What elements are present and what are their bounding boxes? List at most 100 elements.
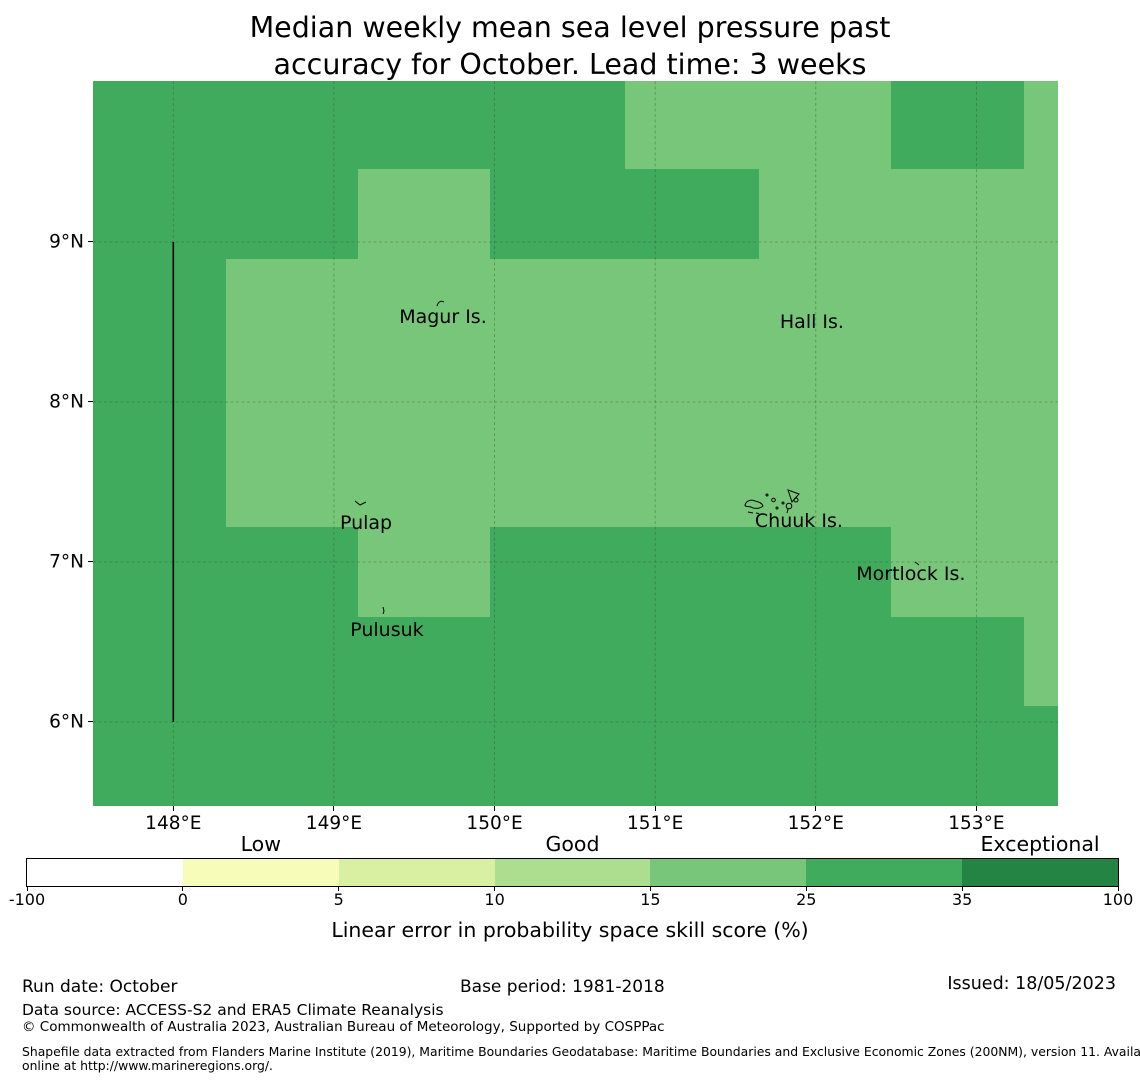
map-cell	[358, 348, 490, 438]
map-cell	[759, 527, 891, 617]
mortlock-island-mark	[914, 561, 920, 566]
colorbar-segment	[962, 859, 1118, 886]
map-cell	[891, 81, 1024, 169]
map-overlay-svg	[93, 81, 1058, 806]
y-tick-mark	[88, 561, 93, 563]
colorbar-tick-label: 10	[484, 890, 505, 909]
chuuk-island-outline	[785, 502, 793, 510]
map-cell	[93, 259, 226, 348]
map-cell	[1024, 169, 1058, 259]
map-cell	[358, 617, 490, 706]
colorbar	[26, 858, 1119, 887]
y-tick-mark	[88, 401, 93, 403]
map-cell	[1024, 527, 1058, 617]
colorbar-tick-mark	[338, 887, 340, 891]
map-cell	[1024, 706, 1058, 806]
colorbar-category-label: Exceptional	[980, 832, 1100, 856]
map-cell	[891, 169, 1024, 259]
map-cell	[490, 617, 625, 706]
y-tick-label: 9°N	[49, 231, 84, 253]
chart-title: Median weekly mean sea level pressure pa…	[0, 9, 1140, 83]
colorbar-segment	[494, 859, 651, 886]
map-cell	[625, 81, 759, 169]
map-cell	[891, 706, 1024, 806]
map-cell	[358, 438, 490, 527]
y-tick-label: 7°N	[49, 551, 84, 573]
graticule-layer	[93, 81, 1058, 806]
chuuk-island-outline	[744, 499, 764, 509]
map-cell	[625, 527, 759, 617]
map-cell	[625, 169, 759, 259]
map-cell	[226, 169, 358, 259]
chart-title-line1: Median weekly mean sea level pressure pa…	[249, 11, 891, 44]
x-tick-label: 153°E	[948, 813, 1005, 834]
colorbar-tick-mark	[1117, 887, 1119, 891]
colorbar-segment	[338, 859, 495, 886]
island-label: Magur Is.	[399, 306, 487, 328]
colorbar-tick-label: 35	[951, 890, 973, 909]
map-cell	[93, 438, 226, 527]
map-cell	[490, 169, 625, 259]
map-cell	[93, 348, 226, 438]
map-cell	[358, 169, 490, 259]
map-cell	[759, 706, 891, 806]
colorbar-segment	[182, 859, 339, 886]
colorbar-segment	[650, 859, 807, 886]
map-cell	[358, 527, 490, 617]
copyright-text: © Commonwealth of Australia 2023, Austra…	[22, 1019, 665, 1035]
map-cell	[759, 348, 891, 438]
colorbar-category-label: Good	[545, 832, 600, 856]
issued-date-text: Issued: 18/05/2023	[947, 974, 1116, 994]
y-tick-label: 8°N	[49, 391, 84, 413]
y-tick-mark	[88, 241, 93, 243]
colorbar-tick-mark	[182, 887, 184, 891]
map-cell	[891, 527, 1024, 617]
map-cell	[625, 617, 759, 706]
x-tick-label: 152°E	[787, 813, 844, 834]
colorbar-tick-mark	[26, 887, 28, 891]
map-cell	[93, 169, 226, 259]
map-cell	[226, 527, 358, 617]
chuuk-island-outline	[787, 489, 800, 503]
map-cell	[490, 438, 625, 527]
colorbar-category-label: Low	[240, 832, 281, 856]
map-cell	[759, 617, 891, 706]
map-cell	[358, 259, 490, 348]
map-cell	[891, 348, 1024, 438]
shapefile-note-line2: online at http://www.marineregions.org/.	[22, 1058, 273, 1073]
map-cell	[891, 617, 1024, 706]
pulap-island-mark	[354, 500, 367, 506]
shapefile-note-line1: Shapefile data extracted from Flanders M…	[22, 1044, 1140, 1059]
colorbar-axis-label: Linear error in probability space skill …	[331, 918, 809, 942]
map-cell	[490, 259, 625, 348]
chuuk-island-outline	[793, 497, 799, 503]
x-tick-mark	[654, 806, 656, 811]
map-cell	[93, 706, 226, 806]
map-cell	[226, 706, 358, 806]
map-cell	[226, 617, 358, 706]
y-tick-label: 6°N	[49, 711, 84, 733]
map-cell	[759, 81, 891, 169]
x-tick-mark	[815, 806, 817, 811]
pulusuk-island-mark	[382, 606, 385, 615]
colorbar-tick-label: 0	[177, 890, 188, 909]
x-tick-mark	[975, 806, 977, 811]
map-cell	[625, 438, 759, 527]
island-label: Hall Is.	[779, 310, 844, 333]
map-cell	[625, 259, 759, 348]
map-plot-area: Magur Is. Hall Is. Pulap Chuuk Is. Pulusuk Mo…	[93, 81, 1058, 806]
colorbar-tick-mark	[649, 887, 651, 891]
data-source-text: Data source: ACCESS-S2 and ERA5 Climate …	[22, 1001, 444, 1019]
x-tick-label: 150°E	[466, 813, 523, 834]
y-tick-mark	[88, 721, 93, 723]
run-date-text: Run date: October	[22, 977, 178, 997]
map-cell	[226, 259, 358, 348]
map-cell	[226, 348, 358, 438]
colorbar-tick-mark	[961, 887, 963, 891]
island-label: Mortlock Is.	[856, 562, 966, 585]
map-cell	[358, 81, 490, 169]
map-cell	[226, 438, 358, 527]
colorbar-tick-label: -100	[8, 890, 46, 909]
colorbar-tick-mark	[805, 887, 807, 891]
